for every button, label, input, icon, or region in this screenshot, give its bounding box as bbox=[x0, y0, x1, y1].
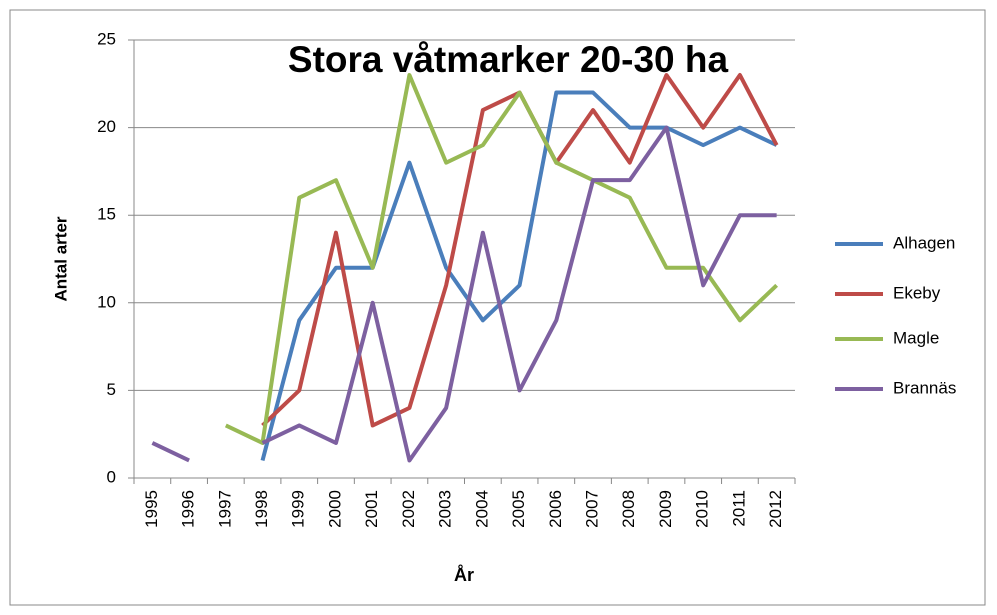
x-tick-label: 1995 bbox=[142, 490, 161, 528]
y-axis-label: Antal arter bbox=[51, 216, 70, 301]
legend-label: Alhagen bbox=[893, 233, 955, 252]
legend-label: Magle bbox=[893, 328, 939, 347]
x-tick-label: 2012 bbox=[766, 490, 785, 528]
y-tick-label: 0 bbox=[107, 467, 116, 486]
x-tick-label: 2002 bbox=[399, 490, 418, 528]
x-tick-label: 2011 bbox=[729, 490, 748, 527]
x-tick-label: 2001 bbox=[362, 490, 381, 528]
x-tick-label: 2006 bbox=[546, 490, 565, 528]
x-tick-label: 1996 bbox=[179, 490, 198, 528]
x-tick-label: 1997 bbox=[215, 490, 234, 528]
series-line bbox=[260, 90, 778, 461]
y-tick-label: 5 bbox=[107, 380, 116, 399]
x-tick-label: 2000 bbox=[325, 490, 344, 528]
x-tick-label: 2010 bbox=[693, 490, 712, 528]
legend-label: Brannäs bbox=[893, 378, 956, 397]
legend-label: Ekeby bbox=[893, 283, 941, 302]
x-tick-label: 2009 bbox=[656, 490, 675, 528]
series-line bbox=[224, 73, 779, 445]
x-tick-label: 1998 bbox=[252, 490, 271, 528]
y-tick-label: 20 bbox=[97, 117, 116, 136]
y-tick-label: 15 bbox=[97, 205, 116, 224]
x-tick-label: 2008 bbox=[619, 490, 638, 528]
series-line bbox=[151, 125, 777, 463]
x-tick-label: 2003 bbox=[436, 490, 455, 528]
y-tick-label: 10 bbox=[97, 292, 116, 311]
y-tick-label: 25 bbox=[97, 29, 116, 48]
x-tick-label: 2007 bbox=[583, 490, 602, 528]
x-tick-label: 1999 bbox=[289, 490, 308, 528]
chart-title: Stora våtmarker 20-30 ha bbox=[288, 39, 729, 80]
x-tick-label: 2004 bbox=[472, 490, 491, 528]
x-axis-label: År bbox=[454, 565, 474, 585]
x-tick-label: 2005 bbox=[509, 490, 528, 528]
